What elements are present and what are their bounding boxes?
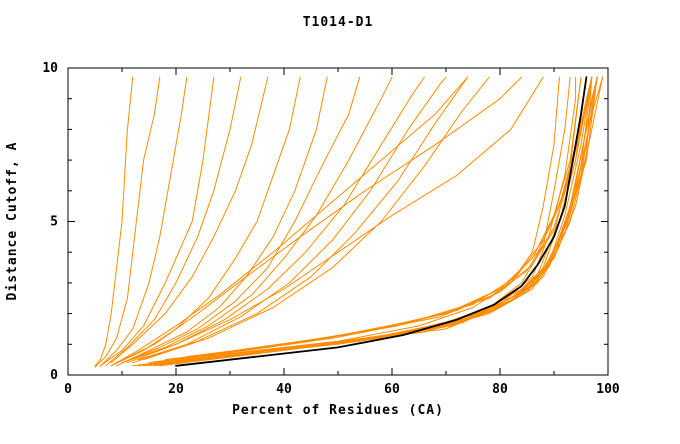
y-tick-label: 5	[50, 215, 58, 230]
model-line	[164, 76, 593, 361]
x-tick-label: 80	[492, 382, 508, 397]
model-line	[207, 76, 604, 358]
y-tick-label: 0	[50, 368, 58, 383]
model-line	[121, 76, 361, 364]
axis-ticks	[67, 67, 609, 376]
model-line	[175, 76, 593, 361]
model-line	[110, 76, 269, 364]
model-line	[186, 76, 593, 361]
x-tick-label: 20	[168, 382, 184, 397]
tick-labels: 0 20 40 60 80 100 0 5 10	[42, 61, 620, 397]
model-line	[94, 76, 161, 368]
model-line	[121, 76, 544, 364]
y-tick-label: 10	[42, 61, 58, 76]
model-line	[116, 76, 328, 367]
highlighted-model-line	[175, 76, 588, 367]
model-line	[110, 76, 301, 367]
series-lines	[94, 76, 604, 368]
model-line	[94, 76, 134, 367]
chart-title: T1014-D1	[303, 15, 374, 30]
x-axis-label: Percent of Residues (CA)	[232, 403, 444, 418]
model-line	[121, 76, 393, 364]
model-line	[105, 76, 242, 367]
y-axis-label: Distance Cutoff, A	[5, 142, 20, 301]
x-tick-label: 60	[384, 382, 400, 397]
model-line	[132, 76, 447, 364]
model-line	[99, 76, 215, 367]
model-line	[99, 76, 188, 367]
model-line	[132, 76, 560, 367]
model-line	[186, 76, 593, 358]
x-tick-label: 0	[64, 382, 72, 397]
x-tick-label: 40	[276, 382, 292, 397]
model-line	[197, 76, 593, 361]
model-line	[126, 76, 425, 364]
model-line	[143, 76, 490, 361]
model-line	[175, 76, 598, 364]
model-line	[202, 76, 598, 361]
model-line	[110, 76, 469, 367]
x-tick-label: 100	[596, 382, 620, 397]
model-line	[116, 76, 523, 364]
